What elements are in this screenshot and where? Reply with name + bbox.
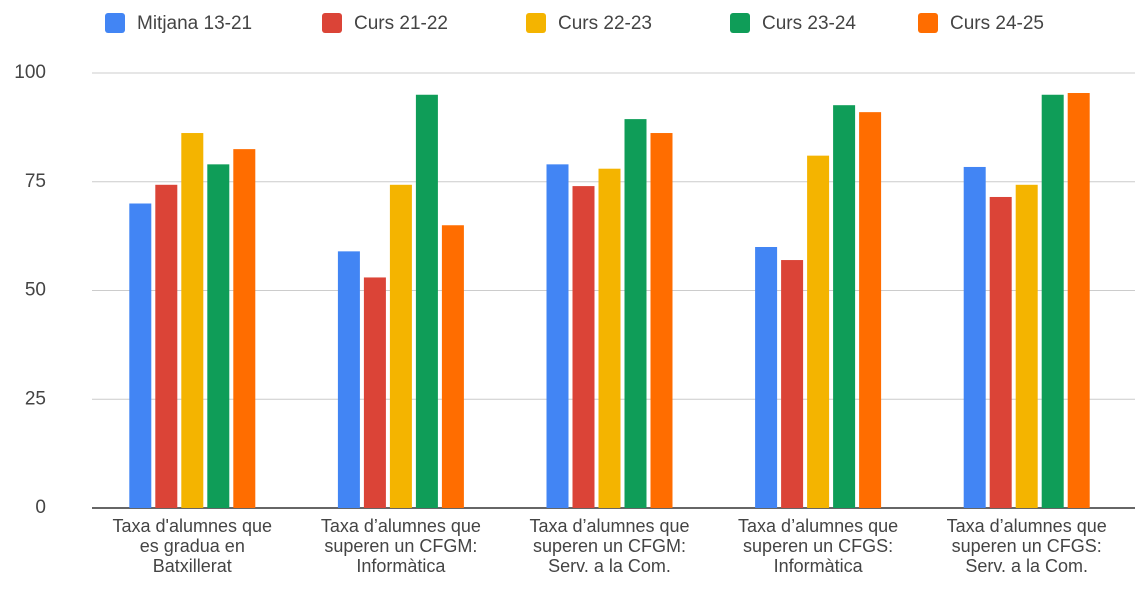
bar — [337, 251, 360, 508]
bar — [129, 203, 152, 508]
legend-swatch — [105, 13, 125, 33]
bar — [833, 105, 856, 508]
y-tick-label: 100 — [14, 62, 46, 83]
x-tick-label-box: Taxa d’alumnes que superen un CFGM: Serv… — [529, 516, 690, 576]
bar — [650, 133, 673, 508]
bar — [781, 260, 804, 508]
bar — [441, 225, 464, 508]
bar — [1041, 94, 1064, 508]
y-tick-label: 75 — [25, 171, 46, 192]
bar — [989, 196, 1012, 508]
bar — [807, 155, 830, 508]
bar — [415, 94, 438, 508]
legend-swatch — [526, 13, 546, 33]
x-tick-label: Taxa d’alumnes que superen un CFGM: Serv… — [529, 516, 690, 576]
x-tick-label-box: Taxa d'alumnes que es gradua en Batxille… — [112, 516, 273, 576]
bar — [155, 184, 178, 509]
bar — [181, 133, 204, 508]
bar — [546, 164, 569, 508]
legend-label: Curs 24-25 — [950, 13, 1044, 34]
bar — [859, 112, 882, 509]
x-tick-label-box: Taxa d’alumnes que superen un CFGM: Info… — [320, 516, 481, 576]
x-tick-label-box: Taxa d’alumnes que superen un CFGS: Info… — [738, 516, 899, 576]
legend-label: Curs 22-23 — [558, 13, 652, 34]
bar — [363, 277, 386, 508]
y-tick-label: 50 — [25, 280, 46, 301]
x-tick-label-box: Taxa d’alumnes que superen un CFGS: Serv… — [946, 516, 1107, 576]
bar — [389, 184, 412, 509]
bar — [207, 164, 230, 508]
legend-label: Curs 21-22 — [354, 13, 448, 34]
legend-label: Mitjana 13-21 — [137, 13, 252, 34]
y-tick-label: 0 — [35, 497, 46, 518]
x-tick-label: Taxa d’alumnes que superen un CFGM: Info… — [320, 516, 481, 576]
bar — [624, 119, 647, 509]
bar — [755, 247, 778, 508]
legend-label: Curs 23-24 — [762, 13, 856, 34]
x-tick-label: Taxa d’alumnes que superen un CFGS: Info… — [738, 516, 899, 576]
y-tick-label: 25 — [25, 388, 46, 409]
bar — [598, 168, 621, 508]
x-tick-label: Taxa d’alumnes que superen un CFGS: Serv… — [946, 516, 1107, 576]
x-tick-label: Taxa d'alumnes que es gradua en Batxille… — [112, 516, 273, 576]
bar — [233, 149, 256, 508]
legend-swatch — [322, 13, 342, 33]
bar — [1067, 93, 1090, 508]
bar — [1015, 184, 1038, 509]
bar — [963, 166, 986, 508]
legend-swatch — [730, 13, 750, 33]
legend-swatch — [918, 13, 938, 33]
bar — [572, 186, 595, 508]
